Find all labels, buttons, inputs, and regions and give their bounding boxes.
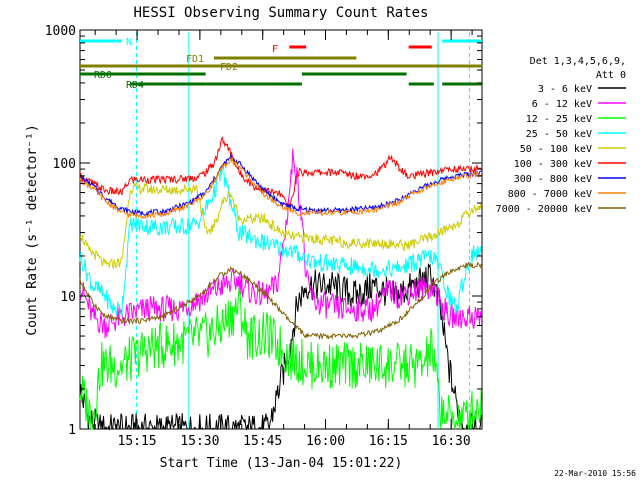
flag-label-rd0: RD0	[94, 70, 112, 81]
series-line-800-7000-kev	[79, 157, 482, 219]
x-axis-label: Start Time (13-Jan-04 15:01:22)	[160, 456, 403, 471]
x-tick-label: 15:30	[180, 434, 219, 449]
y-axis-label: Count Rate (s⁻¹ detector⁻¹)	[25, 124, 40, 335]
series-line-300-800-kev	[79, 154, 482, 217]
y-tick-label: 100	[53, 157, 76, 172]
x-tick-label: 16:30	[432, 434, 471, 449]
series-line-7000-20000-kev	[79, 261, 482, 341]
x-tick-label: 16:15	[369, 434, 408, 449]
plot-area	[79, 29, 483, 431]
legend-entry-label: 25 - 50 keV	[526, 129, 592, 140]
series-line-100-300-kev	[79, 136, 482, 209]
legend-header-line: Det 1,3,4,5,6,9,	[530, 56, 626, 67]
legend-entry-label: 6 - 12 keV	[532, 99, 592, 110]
legend-entry-label: 300 - 800 keV	[514, 174, 592, 185]
series-line-6-12-kev	[79, 148, 482, 339]
legend-entry-label: 800 - 7000 keV	[508, 189, 592, 200]
legend-entry-label: 50 - 100 keV	[520, 144, 592, 155]
x-tick-label: 15:45	[243, 434, 282, 449]
series-line-50-100-kev	[79, 182, 482, 269]
series-line-12-25-kev	[79, 286, 482, 430]
axes: 1 10 100 1000 15:15 15:30 15:45 16:00 16:15 16:30	[45, 24, 482, 449]
observing-flags: N F FD1 FD2 RD0 RD4	[80, 37, 482, 91]
legend: Det 1,3,4,5,6,9, Att 0 3 - 6 keV 6 - 12 keV…	[496, 56, 626, 215]
chart-title: HESSI Observing Summary Count Rates	[133, 5, 428, 21]
x-tick-label: 15:15	[118, 434, 157, 449]
legend-header-line: Att 0	[596, 70, 626, 81]
x-tick-label: 16:00	[306, 434, 345, 449]
y-tick-label: 1000	[45, 24, 76, 39]
footer-timestamp: 22-Mar-2010 15:56	[554, 469, 636, 478]
legend-entry-label: 7000 - 20000 keV	[496, 204, 592, 215]
y-tick-label: 10	[60, 290, 76, 305]
flag-label-rd4: RD4	[126, 80, 144, 91]
y-tick-label: 1	[68, 423, 76, 438]
flag-label-fd1: FD1	[186, 54, 204, 65]
flag-label-fd2: FD2	[220, 62, 238, 73]
flag-label-n: N	[126, 37, 132, 48]
legend-entry-label: 12 - 25 keV	[526, 114, 592, 125]
legend-entry-label: 3 - 6 keV	[538, 84, 592, 95]
flag-label-f: F	[272, 44, 278, 55]
legend-entry-label: 100 - 300 keV	[514, 159, 592, 170]
plot-frame	[79, 29, 483, 430]
series-line-25-50-kev	[79, 163, 482, 317]
